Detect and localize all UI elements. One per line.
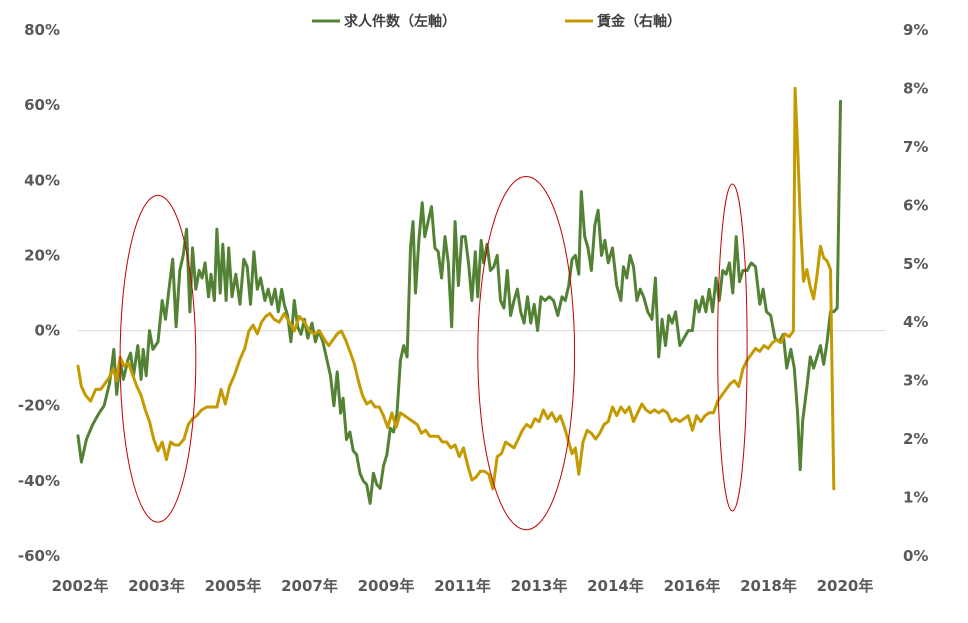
x-tick-label: 2016年 [664,577,721,595]
series-line-job-openings [76,99,842,505]
x-tick-label: 2003年 [128,577,185,595]
x-tick-label: 2009年 [358,577,415,595]
y-left-tick-label: -20% [18,397,60,415]
highlight-ellipse-3 [717,183,748,512]
y-left-tick-label: -40% [18,472,60,490]
y-right-tick-label: 4% [903,313,928,331]
chart-marks: 80% 60% 40% 20% 0% -20% -40% -60% 9% 8% 7% 6% 5% 4% 3%… [18,21,929,595]
legend-wages-label: 賃金（右軸） [596,13,681,30]
x-tick-label: 2011年 [434,577,491,595]
legend-job-openings-label: 求人件数（左軸） [344,13,456,30]
y-right-tick-label: 5% [903,255,928,273]
highlight-ellipse-1 [119,194,197,523]
x-tick-label: 2002年 [52,577,109,595]
y-left-tick-label: 80% [24,21,60,39]
x-tick-label: 2020年 [817,577,874,595]
y-left-tick-label: 0% [35,322,60,340]
y-left-tick-label: 60% [24,96,60,114]
y-right-tick-label: 6% [903,196,928,214]
x-tick-label: 2005年 [205,577,262,595]
y-right-tick-label: 0% [903,547,928,565]
y-right-tick-label: 2% [903,430,928,448]
x-tick-label: 2013年 [511,577,568,595]
y-right-tick-label: 1% [903,489,928,507]
y-left-tick-label: 20% [24,246,60,264]
x-tick-label: 2018年 [740,577,797,595]
y-right-tick-label: 8% [903,79,928,97]
x-tick-label: 2014年 [587,577,644,595]
legend: 求人件数（左軸） 賃金（右軸） [312,13,681,30]
y-right-tick-label: 3% [903,372,928,390]
y-right-tick-label: 9% [903,21,928,39]
highlight-ellipse-2 [477,176,576,531]
series-line-wages [76,86,836,491]
y-left-tick-label: 40% [24,171,60,189]
y-left-tick-label: -60% [18,547,60,565]
y-right-tick-label: 7% [903,138,928,156]
x-tick-label: 2007年 [281,577,338,595]
